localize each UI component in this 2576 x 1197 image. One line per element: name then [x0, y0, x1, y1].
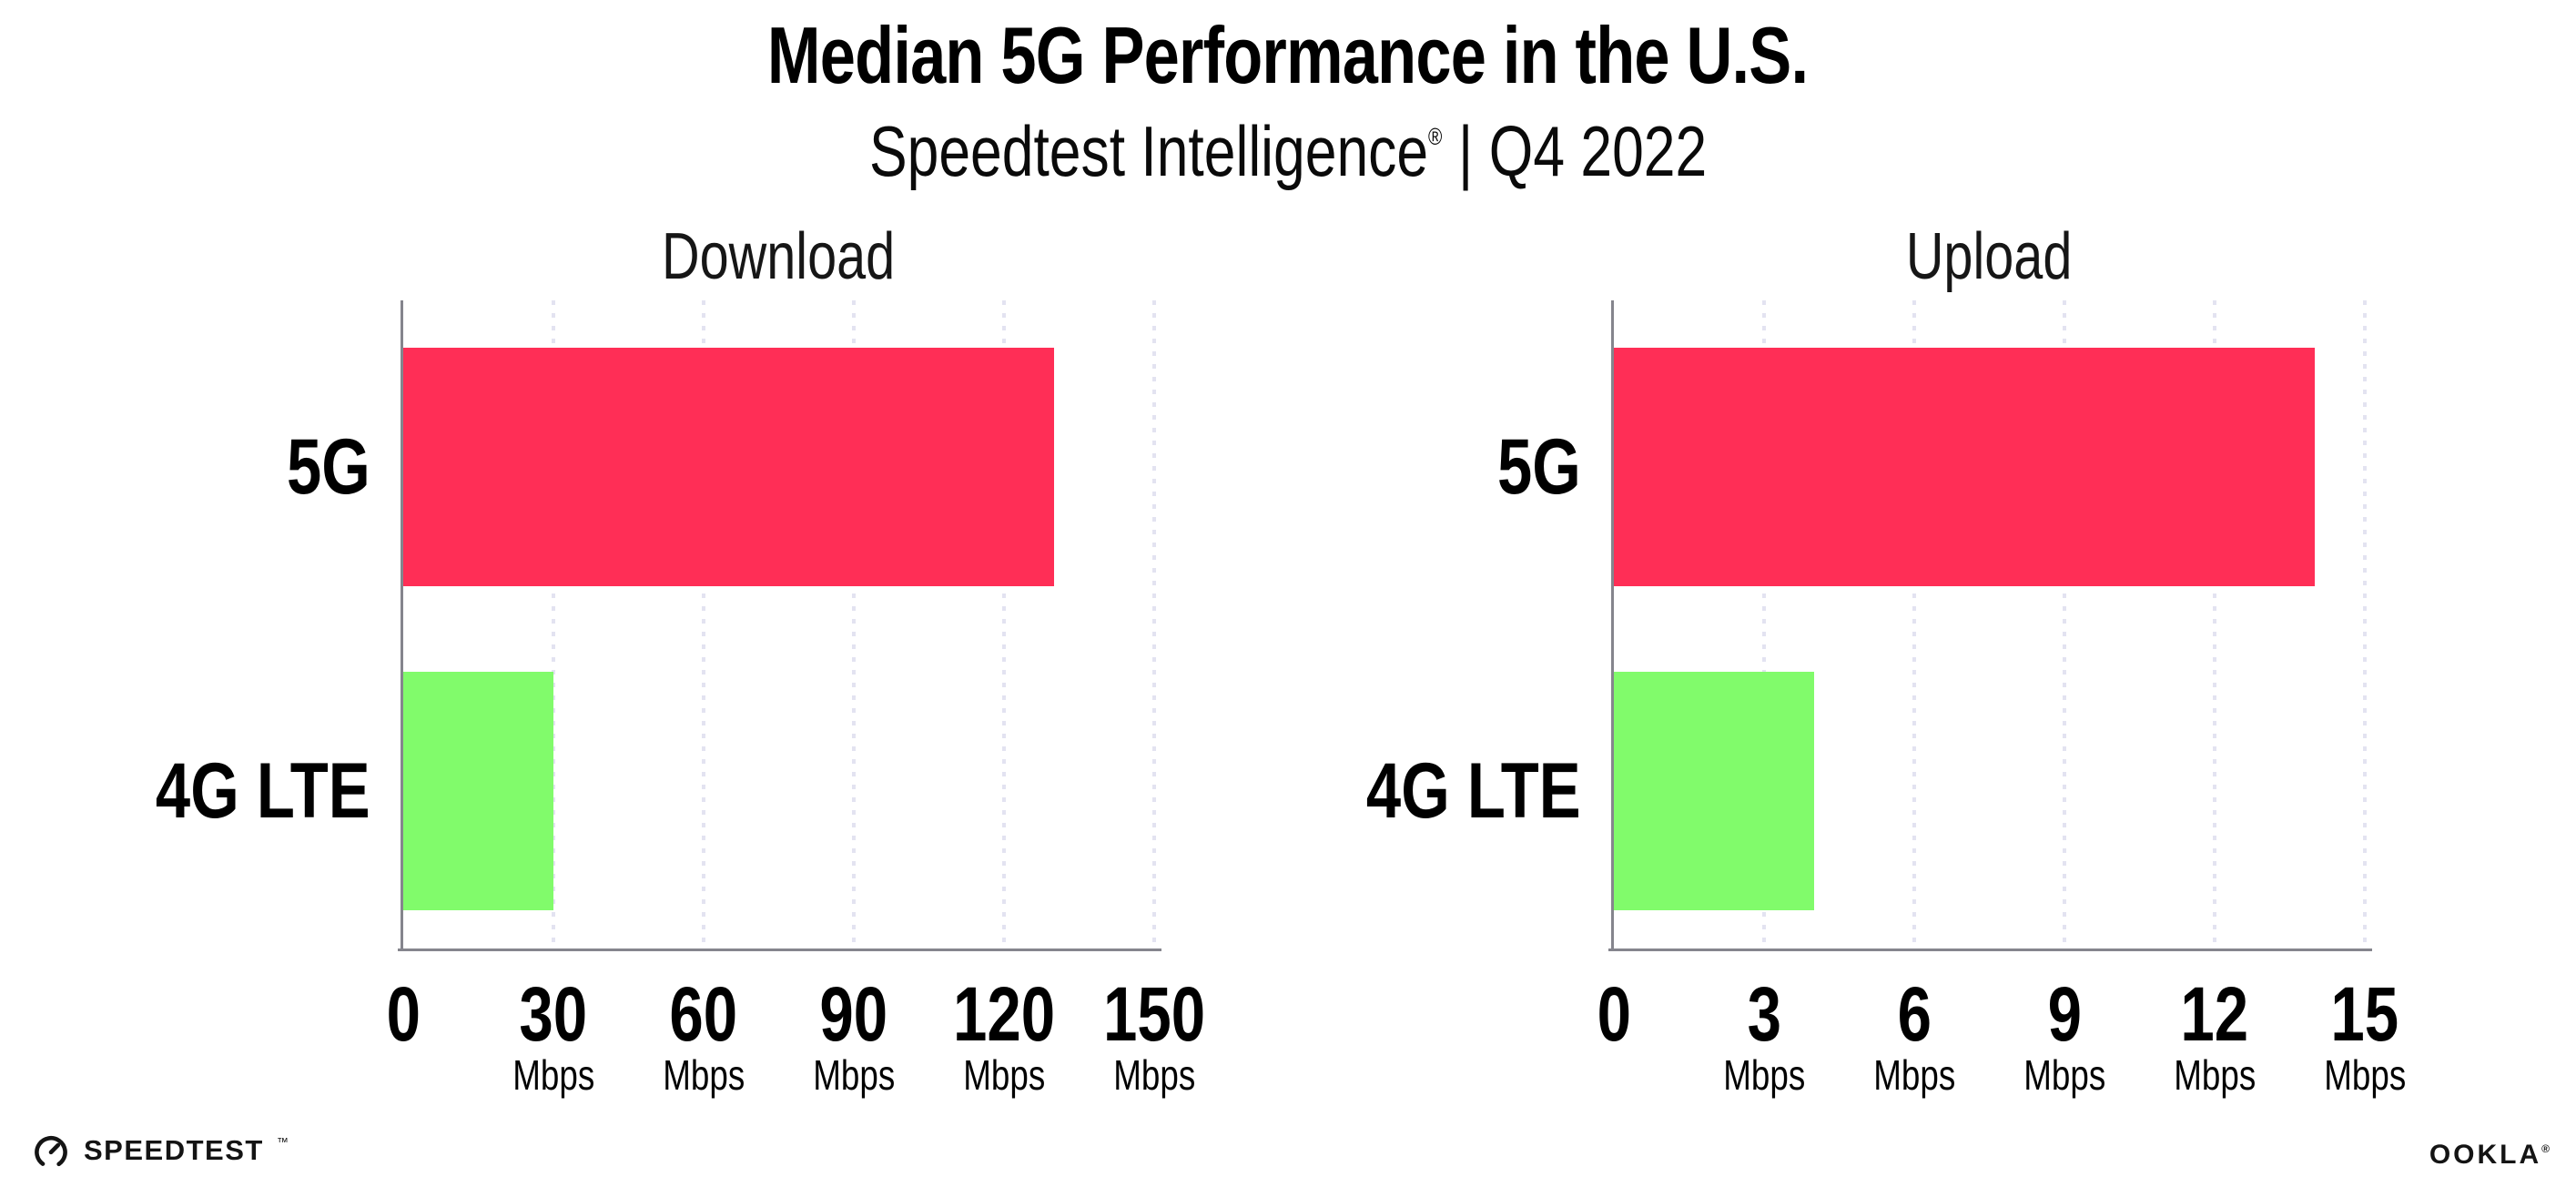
- tick-unit-upload-15-text: Mbps: [2323, 1051, 2406, 1099]
- tick-label-download-120-text: 120: [952, 971, 1056, 1057]
- subtitle-quarter: Q4 2022: [1488, 111, 1708, 191]
- tick-label-upload-3-text: 3: [1747, 971, 1781, 1057]
- tick-label-download-60-text: 60: [669, 971, 738, 1057]
- category-label-upload-5g-text: 5G: [1497, 423, 1581, 511]
- tick-unit-upload-12: Mbps: [2105, 1051, 2324, 1099]
- speedtest-gauge-icon: [35, 1135, 67, 1169]
- tick-unit-download-30: Mbps: [444, 1051, 663, 1099]
- gridline-upload-3: [1762, 300, 1766, 948]
- chart-title-upload: Upload: [1906, 220, 2073, 293]
- tick-unit-upload-6: Mbps: [1805, 1051, 2023, 1099]
- speedtest-wordmark: SPEEDTEST: [84, 1134, 264, 1166]
- gridline-download-60: [702, 300, 705, 948]
- tick-label-download-30-text: 30: [519, 971, 588, 1057]
- category-label-upload-4g-lte-text: 4G LTE: [1366, 747, 1581, 835]
- bar-upload-4g-lte: [1614, 672, 1814, 910]
- tick-label-upload-15: 15: [2256, 974, 2474, 1054]
- tick-label-download-150-text: 150: [1102, 971, 1206, 1057]
- tick-label-upload-0-text: 0: [1597, 971, 1631, 1057]
- gridline-download-90: [852, 300, 856, 948]
- gridline-upload-15: [2363, 300, 2367, 948]
- gridline-upload-12: [2213, 300, 2216, 948]
- tick-unit-download-30-text: Mbps: [512, 1051, 594, 1099]
- gridline-download-30: [552, 300, 555, 948]
- x-axis-spine-upload: [1608, 948, 2372, 951]
- tick-unit-download-150-text: Mbps: [1112, 1051, 1195, 1099]
- tick-label-download-0-text: 0: [386, 971, 421, 1057]
- tick-label-upload-9-text: 9: [2047, 971, 2082, 1057]
- speedtest-logo: SPEEDTEST ™: [31, 1131, 289, 1171]
- gridline-upload-9: [2063, 300, 2066, 948]
- category-label-upload-5g: 5G: [1199, 421, 1581, 512]
- category-label-download-5g: 5G: [0, 421, 370, 512]
- tick-unit-upload-9-text: Mbps: [2023, 1051, 2105, 1099]
- ookla-wordmark: OOKLA: [2429, 1140, 2542, 1170]
- tick-unit-download-60-text: Mbps: [662, 1051, 745, 1099]
- tick-label-download-60: 60: [594, 974, 813, 1054]
- tick-label-upload-12-text: 12: [2180, 971, 2249, 1057]
- tick-label-download-90-text: 90: [819, 971, 888, 1057]
- tick-unit-upload-9: Mbps: [1955, 1051, 2174, 1099]
- bar-download-4g-lte: [403, 672, 553, 910]
- gridline-download-120: [1002, 300, 1006, 948]
- chart-title-download: Download: [662, 220, 896, 293]
- bar-download-5g: [403, 348, 1054, 586]
- tick-label-upload-12: 12: [2105, 974, 2324, 1054]
- tick-label-upload-6: 6: [1805, 974, 2023, 1054]
- tick-unit-upload-3-text: Mbps: [1722, 1051, 1805, 1099]
- tick-label-upload-9: 9: [1955, 974, 2174, 1054]
- subtitle-divider: |: [1457, 111, 1474, 191]
- category-label-download-5g-text: 5G: [287, 423, 370, 511]
- ookla-registered-mark: ®: [2541, 1142, 2552, 1155]
- tick-label-download-30: 30: [444, 974, 663, 1054]
- gridline-download-150: [1152, 300, 1156, 948]
- tick-unit-download-150: Mbps: [1045, 1051, 1263, 1099]
- tick-unit-upload-12-text: Mbps: [2173, 1051, 2256, 1099]
- ookla-logo: OOKLA®: [2429, 1140, 2552, 1171]
- category-label-upload-4g-lte: 4G LTE: [1199, 746, 1581, 837]
- subtitle-brand: Speedtest Intelligence: [868, 111, 1428, 191]
- tick-label-download-150: 150: [1045, 974, 1263, 1054]
- tick-label-upload-0: 0: [1505, 974, 1723, 1054]
- bar-upload-5g: [1614, 348, 2315, 586]
- tick-label-download-120: 120: [895, 974, 1113, 1054]
- tick-label-upload-3: 3: [1655, 974, 1873, 1054]
- tick-unit-download-90-text: Mbps: [812, 1051, 895, 1099]
- tick-unit-upload-3: Mbps: [1655, 1051, 1873, 1099]
- category-label-download-4g-lte: 4G LTE: [0, 746, 370, 837]
- y-axis-spine-upload: [1611, 300, 1614, 951]
- y-axis-spine-download: [401, 300, 403, 951]
- tick-unit-download-120: Mbps: [895, 1051, 1113, 1099]
- tick-label-upload-15-text: 15: [2330, 971, 2399, 1057]
- tick-label-download-0: 0: [294, 974, 512, 1054]
- tick-unit-upload-6-text: Mbps: [1872, 1051, 1955, 1099]
- tick-label-download-90: 90: [745, 974, 963, 1054]
- x-axis-spine-download: [398, 948, 1161, 951]
- speedtest-trademark-mark: ™: [276, 1134, 289, 1149]
- tick-unit-upload-15: Mbps: [2256, 1051, 2474, 1099]
- tick-unit-download-120-text: Mbps: [962, 1051, 1045, 1099]
- page-subtitle: Speedtest Intelligence® | Q4 2022: [0, 96, 2576, 191]
- tick-unit-download-90: Mbps: [745, 1051, 963, 1099]
- tick-unit-download-60: Mbps: [594, 1051, 813, 1099]
- category-label-download-4g-lte-text: 4G LTE: [156, 747, 370, 835]
- gridline-upload-6: [1912, 300, 1916, 948]
- page-title: Median 5G Performance in the U.S.: [767, 10, 1809, 100]
- registered-trademark-mark: ®: [1427, 123, 1443, 150]
- tick-label-upload-6-text: 6: [1897, 971, 1932, 1057]
